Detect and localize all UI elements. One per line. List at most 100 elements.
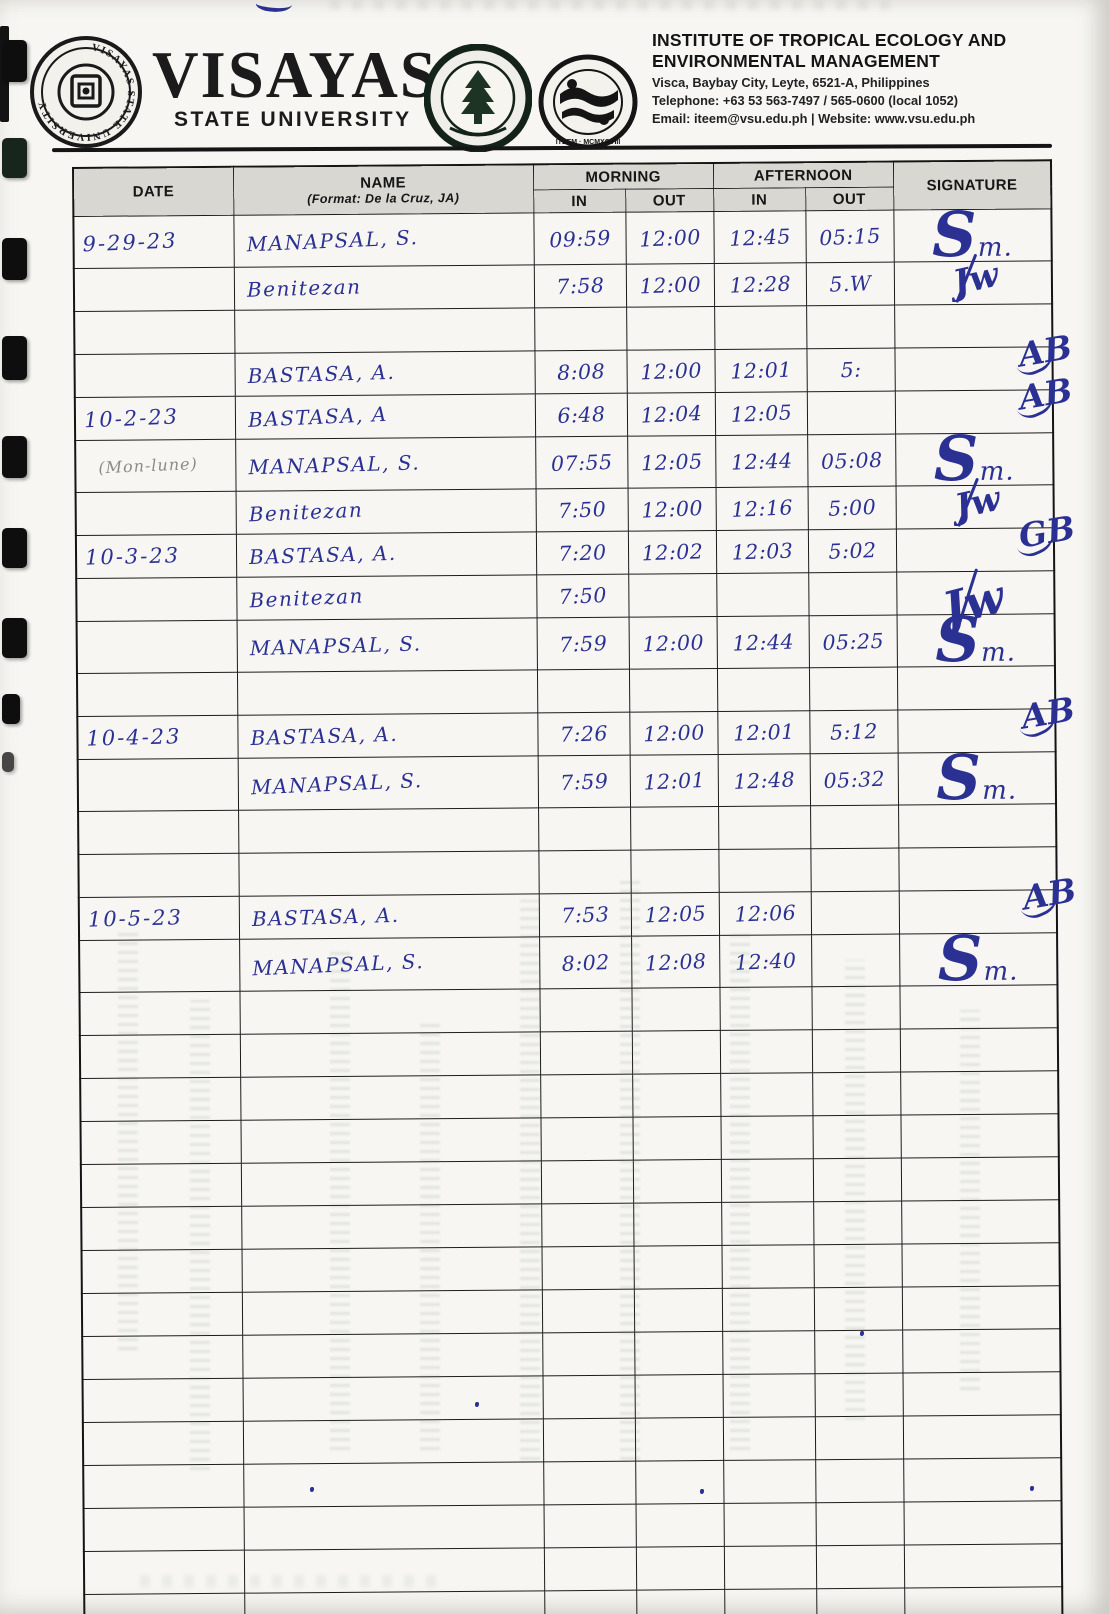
name-cell — [239, 1031, 541, 1078]
date-cell — [73, 267, 235, 312]
table-row: 10-4-23 BASTASA, A. 7:26 12:00 12:01 5:1… — [77, 689, 1078, 760]
name-cell — [242, 1375, 543, 1422]
signature-mark: Sm. — [935, 740, 1018, 815]
morning-out-cell — [634, 1331, 723, 1376]
col-header-date: DATE — [73, 166, 234, 217]
morning-out-cell — [628, 668, 718, 713]
morning-in-cell: 7:58 — [533, 264, 627, 308]
table-row: MANAPSAL, S. 7:59 12:01 12:48 05:32 Sm. — [77, 740, 1057, 815]
morning-in-cell — [544, 1590, 637, 1614]
binder-mark — [2, 618, 27, 658]
show-through — [118, 930, 138, 1350]
show-through — [420, 1020, 440, 1450]
show-through — [960, 1010, 980, 1390]
table-row: 10-5-23 BASTASA, A. 7:53 12:05 12:06 AB — [78, 870, 1079, 941]
signature-cell — [901, 1242, 1060, 1288]
morning-in-cell: 7:50 — [535, 488, 628, 532]
afternoon-out-cell — [810, 848, 899, 892]
wordmark-subtext: STATE UNIVERSITY — [174, 108, 412, 131]
institute-email-website: Email: iteem@vsu.edu.ph | Website: www.v… — [652, 111, 976, 127]
afternoon-out-cell: 05:08 — [807, 434, 896, 487]
signature-mark: GB — [1015, 507, 1078, 556]
table-row — [76, 665, 1056, 717]
date-cell — [79, 991, 240, 1036]
date-cell — [82, 1421, 244, 1466]
signature-cell — [901, 1285, 1061, 1331]
afternoon-out-cell: 05:32 — [809, 753, 899, 806]
show-through — [520, 900, 540, 1460]
name-cell: MANAPSAL, S. — [233, 212, 534, 268]
date-cell — [81, 1292, 243, 1337]
show-through — [190, 1000, 210, 1470]
afternoon-in-cell — [714, 305, 807, 350]
binder-mark — [2, 138, 27, 178]
signature-mark: Sm. — [937, 921, 1019, 996]
afternoon-in-cell — [723, 1459, 816, 1504]
morning-out-cell — [631, 987, 720, 1032]
name-cell: Benitezan — [233, 264, 535, 311]
morning-in-cell: 09:59 — [533, 212, 626, 265]
afternoon-in-cell: 12:48 — [717, 753, 811, 807]
date-cell: 10-2-23 — [74, 396, 236, 441]
morning-in-cell — [539, 988, 632, 1032]
signature-cell — [902, 1414, 1062, 1460]
morning-in-cell: 8:02 — [539, 936, 632, 989]
afternoon-out-cell: 5:02 — [807, 529, 897, 573]
binder-mark — [2, 40, 27, 82]
date-cell — [80, 1163, 242, 1208]
morning-out-cell — [628, 573, 717, 618]
signature-cell: Sm. — [897, 740, 1057, 815]
afternoon-out-cell — [816, 1588, 905, 1614]
name-cell: MANAPSAL, S. — [237, 755, 539, 811]
date-cell: 10-3-23 — [75, 534, 237, 579]
signature-mark: AB — [1015, 369, 1076, 417]
table-row — [74, 303, 1053, 355]
signature-mark: Sm. — [933, 421, 1015, 496]
table-row: Benitezan 7:50 12:00 12:16 5:00 Jw — [75, 478, 1054, 536]
table-row — [80, 1070, 1059, 1122]
wordmark-text: VISAYAS — [152, 38, 438, 113]
signature-cell — [904, 1586, 1063, 1614]
iteem-seal-text: ITEEM · MCMXCVIII — [556, 139, 621, 146]
morning-in-cell: 8:08 — [534, 350, 627, 394]
name-cell — [234, 307, 535, 354]
table-row — [79, 1027, 1059, 1079]
date-cell — [83, 1507, 244, 1552]
table-row: (Mon-lune) MANAPSAL, S. 07:55 12:05 12:4… — [75, 421, 1054, 496]
afternoon-out-cell: 05:15 — [805, 210, 894, 263]
morning-out-cell — [626, 306, 715, 351]
institute-telephone: Telephone: +63 53 563-7497 / 565-0600 (l… — [652, 92, 959, 108]
name-cell: MANAPSAL, S. — [236, 617, 537, 673]
signature-cell: Sm. — [893, 198, 1052, 271]
date-cell — [74, 310, 235, 355]
signature-mark: AB — [1019, 869, 1079, 917]
afternoon-in-cell — [718, 805, 811, 850]
table-row: 10-3-23 BASTASA, A. 7:20 12:02 12:03 5:0… — [75, 508, 1077, 579]
morning-in-cell — [538, 807, 631, 851]
morning-out-cell: 12:00 — [626, 349, 715, 394]
binder-mark — [2, 336, 27, 380]
morning-out-cell: 12:05 — [630, 892, 720, 937]
table-row — [81, 1242, 1060, 1294]
morning-out-cell: 12:05 — [627, 435, 716, 489]
afternoon-in-cell: 12:01 — [717, 710, 810, 755]
attendance-table: DATE NAME (Format: De la Cruz, JA) MORNI… — [72, 159, 1079, 1614]
date-cell — [83, 1464, 244, 1509]
afternoon-in-cell: 12:45 — [713, 210, 806, 264]
morning-out-cell — [635, 1546, 725, 1591]
table-row — [80, 1113, 1059, 1165]
college-of-forestry-seal-icon — [424, 44, 532, 152]
show-through — [845, 960, 865, 1420]
binder-mark — [2, 436, 27, 478]
institute-name-line2: ENVIRONMENTAL MANAGEMENT — [652, 51, 941, 72]
date-cell — [79, 939, 240, 993]
morning-in-cell — [543, 1504, 636, 1548]
date-cell: 10-5-23 — [78, 896, 240, 941]
name-cell: BASTASA, A. — [238, 893, 540, 940]
morning-out-cell — [631, 1030, 721, 1075]
date-cell — [76, 672, 238, 717]
signature-cell — [903, 1457, 1062, 1503]
afternoon-out-cell — [808, 667, 898, 711]
show-through — [330, 0, 890, 10]
